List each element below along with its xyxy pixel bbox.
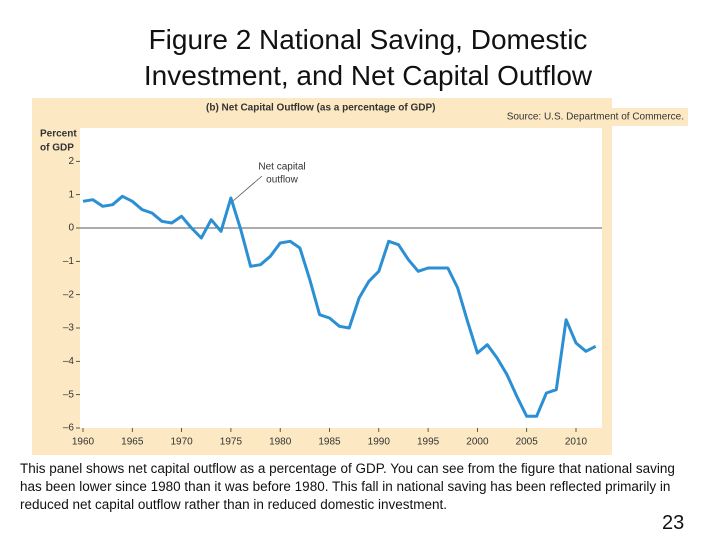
y-tick-label: 0 [68, 223, 74, 234]
source: Source: U.S. Department of Commerce. [507, 112, 684, 123]
x-tick-label: 1975 [220, 437, 243, 448]
annotation: Net capital [258, 162, 305, 173]
annotation: outflow [266, 175, 298, 186]
x-tick-label: 1960 [72, 437, 95, 448]
page-number: 23 [662, 512, 685, 534]
y-tick-label: –3 [63, 323, 75, 334]
slide-title: Figure 2 National Saving, Domestic Inves… [143, 24, 593, 91]
y-tick-label: 1 [68, 189, 74, 200]
x-tick-label: 1990 [368, 437, 391, 448]
x-tick-label: 1970 [170, 437, 193, 448]
x-tick-label: 1995 [417, 437, 440, 448]
x-tick-label: 2010 [565, 437, 588, 448]
annotation-arrow [232, 175, 263, 202]
y-label: of GDP [40, 143, 74, 154]
y-tick-label: –4 [63, 356, 75, 367]
y-tick-label: –5 [63, 389, 75, 400]
x-tick-label: 1980 [269, 437, 292, 448]
x-tick-label: 2005 [516, 437, 539, 448]
y-label: Percent [40, 129, 77, 140]
source-box [528, 108, 688, 126]
plot-area [80, 128, 602, 428]
x-tick-label: 1985 [318, 437, 341, 448]
x-tick-label: 1965 [121, 437, 144, 448]
caption: This panel shows net capital outflow as … [20, 461, 675, 512]
y-tick-label: 2 [68, 156, 74, 167]
data-line [82, 194, 597, 418]
x-tick-label: 2000 [466, 437, 489, 448]
chart-title: (b) Net Capital Outflow (as a percentage… [206, 103, 435, 114]
y-tick-label: –1 [63, 256, 75, 267]
y-tick-label: –2 [63, 289, 75, 300]
chart: (b) Net Capital Outflow (as a percentage… [32, 98, 688, 455]
y-tick-label: –6 [63, 423, 75, 434]
